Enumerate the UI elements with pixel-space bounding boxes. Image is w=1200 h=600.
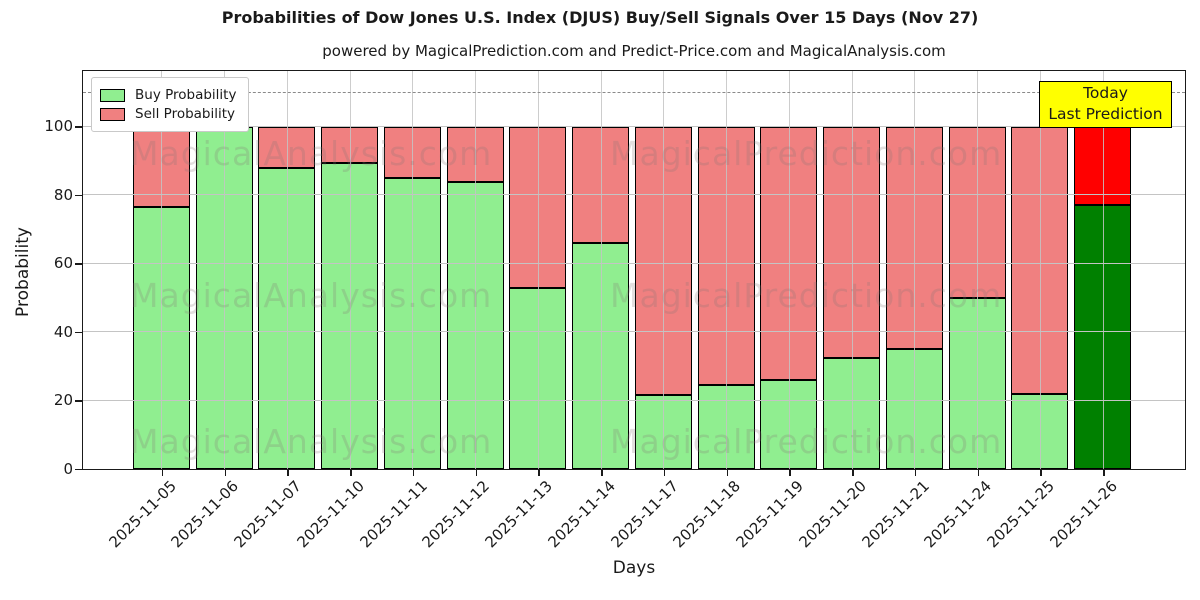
x-tick-mark	[1040, 470, 1042, 476]
gridline-vertical	[977, 71, 979, 469]
x-tick-label: 2025-11-14	[544, 477, 619, 552]
legend-entry-buy: Buy Probability	[100, 87, 236, 103]
gridline-vertical	[914, 71, 916, 469]
y-tick-label: 60	[53, 254, 73, 273]
gridline-vertical	[475, 71, 477, 469]
x-tick-mark	[475, 470, 478, 476]
y-tick-label: 40	[53, 322, 73, 341]
gridline-vertical	[412, 71, 414, 469]
x-tick-mark	[601, 470, 603, 476]
gridline-horizontal	[83, 331, 1185, 333]
gridline-vertical	[851, 71, 853, 469]
x-tick-mark	[852, 470, 854, 476]
x-tick-mark	[914, 470, 917, 476]
gridline-horizontal	[83, 262, 1185, 264]
x-tick-mark	[789, 470, 791, 476]
x-tick-label: 2025-11-10	[293, 477, 368, 552]
x-tick-mark	[350, 470, 352, 476]
gridline-vertical	[224, 71, 226, 469]
x-tick-mark	[161, 470, 164, 476]
gridline-vertical	[286, 71, 288, 469]
y-tick-mark	[75, 468, 82, 470]
x-tick-label: 2025-11-07	[230, 477, 306, 552]
plot-area: Buy Probability Sell Probability Today L…	[82, 70, 1186, 470]
today-annotation-line1: Today	[1083, 84, 1128, 102]
buy-color-swatch	[100, 88, 125, 102]
x-tick-label: 2025-11-25	[983, 477, 1059, 552]
y-tick-label: 100	[44, 117, 73, 136]
legend-buy-label: Buy Probability	[135, 87, 237, 103]
legend-sell-label: Sell Probability	[135, 106, 236, 122]
y-tick-mark	[75, 126, 82, 128]
gridline-vertical	[726, 71, 728, 469]
y-tick-label: 80	[53, 185, 73, 204]
gridline-vertical	[537, 71, 539, 469]
x-tick-mark	[224, 470, 227, 476]
x-tick-mark	[663, 470, 666, 476]
x-tick-mark	[1103, 470, 1105, 476]
y-tick-mark	[75, 263, 82, 265]
gridline-horizontal	[83, 399, 1185, 401]
gridline-vertical	[600, 71, 602, 469]
x-axis-label: Days	[612, 558, 656, 578]
gridline-vertical	[1102, 71, 1104, 469]
x-tick-mark	[977, 470, 980, 476]
gridline-vertical	[349, 71, 351, 469]
y-tick-mark	[75, 400, 82, 402]
x-tick-mark	[726, 470, 729, 476]
gridline-horizontal	[83, 194, 1185, 196]
x-tick-mark	[412, 470, 415, 476]
legend-entry-sell: Sell Probability	[100, 106, 236, 122]
chart-subtitle: powered by MagicalPrediction.com and Pre…	[322, 42, 946, 60]
dashed-reference-line	[83, 91, 1185, 93]
gridline-vertical	[663, 71, 665, 469]
chart-title: Probabilities of Dow Jones U.S. Index (D…	[221, 8, 979, 27]
gridline-vertical	[1039, 71, 1041, 469]
x-tick-label: 2025-11-13	[481, 477, 557, 552]
x-tick-mark	[538, 470, 540, 476]
x-tick-label: 2025-11-20	[795, 477, 870, 552]
gridline-vertical	[788, 71, 790, 469]
y-tick-label: 20	[53, 391, 73, 410]
sell-color-swatch	[100, 107, 125, 121]
y-tick-mark	[75, 194, 82, 197]
legend: Buy Probability Sell Probability	[91, 77, 250, 132]
gridline-vertical	[161, 71, 163, 469]
x-tick-label: 2025-11-26	[1046, 477, 1121, 552]
today-annotation-line2: Last Prediction	[1048, 105, 1163, 124]
y-tick-mark	[75, 331, 82, 334]
gridline-horizontal	[83, 125, 1185, 127]
y-tick-label: 0	[63, 459, 73, 478]
x-tick-mark	[287, 470, 289, 476]
today-annotation: Today Last Prediction	[1039, 81, 1172, 128]
x-tick-label: 2025-11-19	[732, 477, 808, 552]
